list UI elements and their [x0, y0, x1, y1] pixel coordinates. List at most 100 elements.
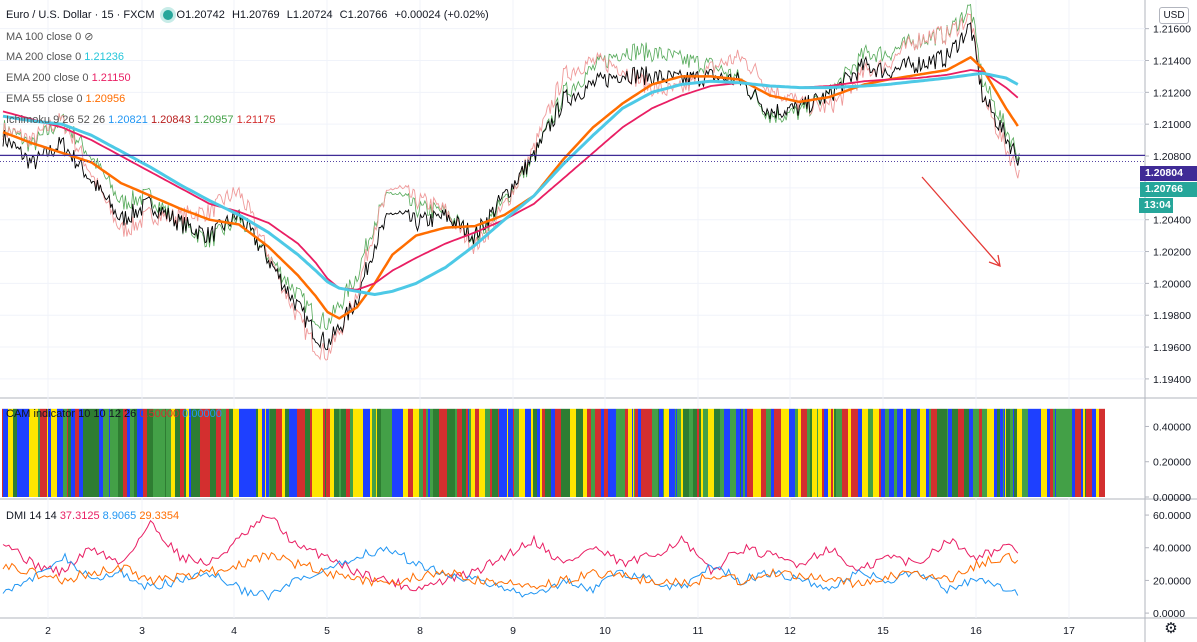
y-tick-label: 1.21200	[1153, 87, 1191, 99]
cam-bar	[699, 408, 701, 497]
symbol-title[interactable]: Euro / U.S. Dollar · 15 · FXCM	[6, 9, 155, 21]
y-tick-label: 1.19400	[1153, 374, 1191, 386]
trend-arrow-head	[988, 254, 1001, 267]
cam-bar	[1064, 408, 1066, 497]
series-line	[2, 71, 1019, 296]
cam-bar	[109, 408, 110, 497]
indicator-legend-row[interactable]: Ichimoku 9 26 52 26 1.20821 1.20843 1.20…	[6, 114, 276, 126]
indicator-legend-row[interactable]: EMA 55 close 0 1.20956	[6, 93, 125, 105]
cam-bar	[681, 408, 683, 497]
x-tick-label: 2	[45, 625, 51, 637]
cam-bar	[270, 408, 276, 497]
cam-bar	[469, 408, 471, 497]
cam-bar	[801, 408, 807, 497]
cam-bar	[413, 408, 419, 497]
trend-arrow-line	[921, 176, 1001, 267]
dmi-legend: DMI 14 14 37.3125 8.9065 29.3354	[6, 510, 179, 522]
cam-bar	[451, 408, 455, 497]
x-tick-label: 3	[139, 625, 145, 637]
x-tick-label: 9	[510, 625, 516, 637]
cam-bar	[432, 408, 433, 497]
cam-bar	[1099, 408, 1105, 497]
cam-bar	[958, 408, 962, 497]
cam-bar	[266, 408, 269, 497]
cam-bar	[658, 408, 659, 497]
cam-bar	[377, 408, 381, 497]
cam-bar	[191, 408, 194, 497]
dmi-lines	[2, 514, 1019, 601]
cam-bar	[419, 408, 423, 497]
cam-bar	[724, 408, 730, 497]
cam-bar	[110, 408, 115, 497]
cam-bar	[47, 408, 48, 497]
dmi-series-line	[2, 551, 1019, 590]
cam-bar	[433, 408, 439, 497]
settings-gear-icon[interactable]: ⚙	[1164, 620, 1178, 637]
market-status-icon	[162, 10, 173, 21]
cam-bar	[123, 408, 127, 497]
dmi-series-line	[2, 546, 1019, 601]
cam-bar	[372, 408, 374, 497]
cam-bars	[2, 408, 1105, 497]
cam-bar	[920, 408, 926, 497]
cam-bar	[761, 408, 766, 497]
cam-bar	[159, 408, 165, 497]
cam-bar	[798, 408, 801, 497]
cam-bar	[258, 408, 261, 497]
cam-bar	[784, 408, 789, 497]
dmi-title: DMI 14 14	[6, 510, 57, 522]
cam-bar	[775, 408, 777, 497]
price-line	[2, 22, 1020, 351]
cam-bar	[130, 408, 133, 497]
cam-bar	[822, 408, 824, 497]
cam-bar	[994, 408, 997, 497]
currency-button[interactable]: USD	[1159, 7, 1189, 24]
indicator-legend-row[interactable]: MA 100 close 0 ⊘	[6, 30, 94, 43]
indicator-legend-row[interactable]: EMA 200 close 0 1.21150	[6, 72, 131, 84]
hidden-eye-icon[interactable]: ⊘	[84, 31, 94, 43]
cam-bar	[104, 408, 105, 497]
ichimoku-cloud	[2, 3, 1020, 361]
cam-bar	[261, 408, 262, 497]
cam-bar	[499, 408, 503, 497]
cam-bar	[40, 408, 42, 497]
cam-bar	[646, 408, 652, 497]
cam-bar	[462, 408, 466, 497]
cam-bar	[508, 408, 513, 497]
cam-bar	[937, 408, 941, 497]
cam-bar	[928, 408, 929, 497]
cam-bar	[297, 408, 301, 497]
cam-bar	[1041, 408, 1047, 497]
ohlc-change: +0.00024 (+0.02%)	[394, 9, 489, 21]
cam-bar	[572, 408, 576, 497]
cam-bar	[325, 408, 326, 497]
cam-bar	[693, 408, 697, 497]
cam-bar	[1036, 408, 1041, 497]
x-tick-label: 5	[324, 625, 330, 637]
indicator-legend-row[interactable]: MA 200 close 0 1.21236	[6, 51, 124, 63]
cam-bar	[730, 408, 736, 497]
cam-bar	[17, 408, 19, 497]
cam-bar	[1050, 408, 1053, 497]
cam-bar	[634, 408, 635, 497]
cam-bar	[166, 408, 171, 497]
cam-bar	[118, 408, 123, 497]
cam-bar	[42, 408, 47, 497]
cam-bar	[697, 408, 699, 497]
cam-bar	[365, 408, 370, 497]
cam-bar	[490, 408, 492, 497]
cam-bar	[346, 408, 350, 497]
indicator-name: Ichimoku 9 26 52 26	[6, 114, 109, 126]
cam-bar	[989, 408, 994, 497]
cam-bar	[633, 408, 634, 497]
cam-bar	[818, 408, 822, 497]
cam-bar	[720, 408, 724, 497]
cam-bar	[745, 408, 747, 497]
cam-bar	[323, 408, 324, 497]
series-line	[2, 56, 1019, 320]
cam-bar	[881, 408, 885, 497]
cam-bar	[430, 408, 432, 497]
cam-bar	[701, 408, 703, 497]
cam-bar	[3, 408, 8, 497]
